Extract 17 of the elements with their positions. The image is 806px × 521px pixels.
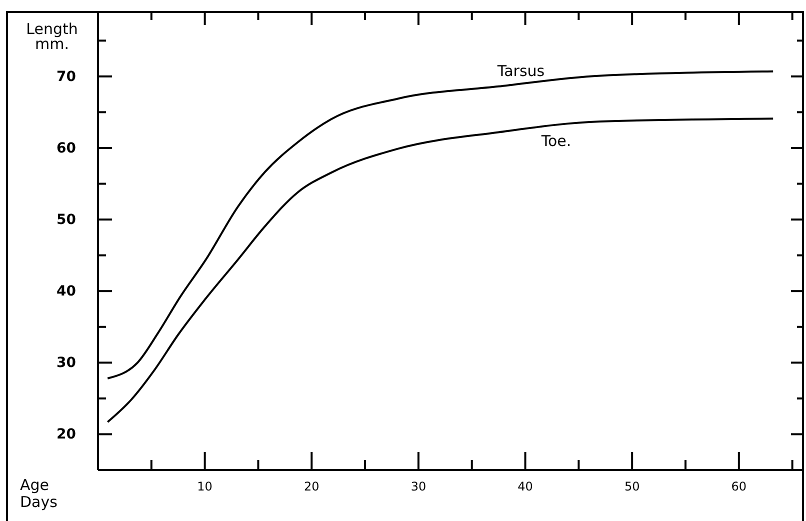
series-label: Toe.: [540, 132, 572, 150]
y-tick-label: 20: [56, 426, 76, 443]
x-tick-label: 10: [197, 480, 212, 494]
x-tick-label: 60: [731, 480, 747, 494]
x-tick-label: 30: [410, 480, 426, 494]
series-label: Tarsus: [496, 62, 545, 80]
y-tick-label: 40: [56, 284, 76, 300]
x-tick-label: 40: [518, 480, 533, 494]
x-axis-title: Age Days: [20, 476, 58, 511]
y-axis-title: Length mm.: [26, 20, 78, 53]
x-tick-label: 50: [624, 480, 640, 494]
y-tick-label: 30: [56, 355, 76, 372]
y-tick-label: 70: [56, 68, 76, 85]
x-tick-label: 20: [304, 480, 320, 494]
y-tick-label: 60: [56, 140, 76, 156]
line-series: [106, 118, 774, 424]
y-tick-label: 50: [56, 212, 76, 228]
